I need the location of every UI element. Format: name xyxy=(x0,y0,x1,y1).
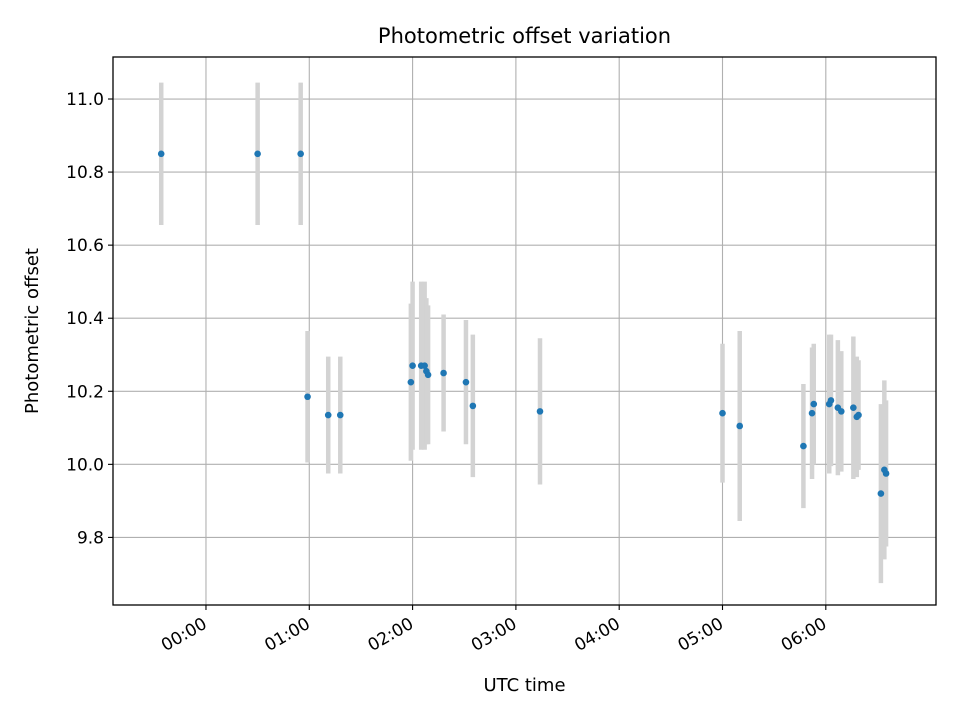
data-point xyxy=(336,411,344,419)
y-tick-label: 9.8 xyxy=(77,528,104,548)
data-point xyxy=(736,422,744,430)
data-point xyxy=(324,411,332,419)
data-point xyxy=(157,150,165,158)
data-point xyxy=(297,150,304,158)
y-tick-label: 10.2 xyxy=(66,382,104,402)
data-point xyxy=(800,442,807,450)
data-point xyxy=(409,362,416,370)
y-tick-label: 10.0 xyxy=(66,455,104,475)
data-point xyxy=(808,409,816,417)
y-tick-label: 10.8 xyxy=(66,163,104,183)
data-point xyxy=(850,404,857,412)
data-point xyxy=(877,490,885,497)
data-point xyxy=(810,400,818,408)
data-point xyxy=(440,369,447,377)
data-point xyxy=(424,371,432,379)
data-points xyxy=(157,150,890,497)
plot-area-frame xyxy=(112,56,937,606)
data-point xyxy=(838,408,845,415)
data-point xyxy=(462,378,470,386)
y-tick-label: 10.6 xyxy=(66,236,104,256)
y-axis-label: Photometric offset xyxy=(22,248,43,414)
data-point xyxy=(536,408,544,415)
x-axis-label: UTC time xyxy=(483,675,565,696)
data-point xyxy=(827,397,835,404)
data-point xyxy=(254,150,261,158)
data-point xyxy=(855,411,862,419)
data-point xyxy=(407,378,415,386)
data-point xyxy=(469,402,477,410)
data-point xyxy=(421,362,428,370)
data-point xyxy=(719,409,726,417)
y-tick-label: 11.0 xyxy=(66,90,104,110)
chart-title: Photometric offset variation xyxy=(378,24,671,48)
data-point xyxy=(304,393,311,401)
data-point xyxy=(882,470,890,477)
y-tick-label: 10.4 xyxy=(66,309,104,329)
